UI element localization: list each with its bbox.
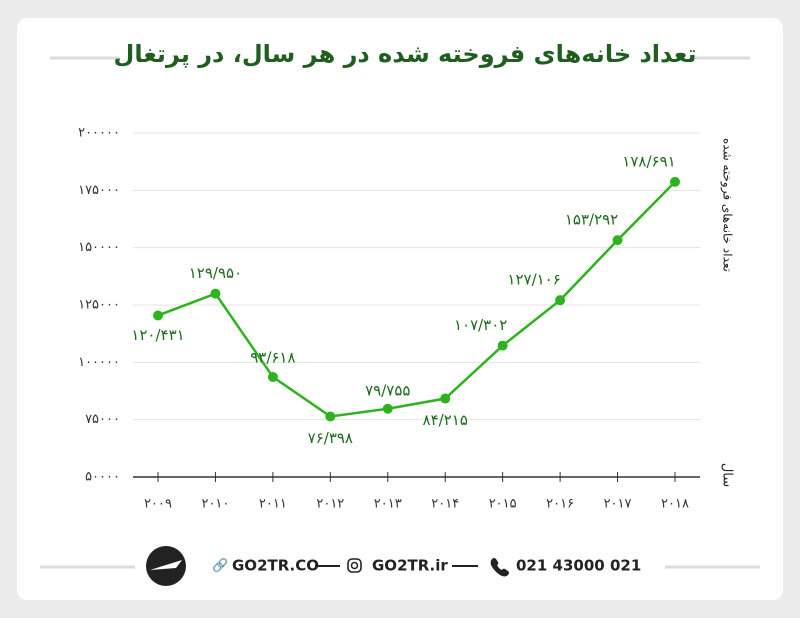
logo-plane [150,560,182,570]
value-label: ۱۷۸/۶۹۱ [622,152,675,170]
point [153,310,163,321]
x-tick-label: ۲۰۱۱ [259,497,287,512]
x-tick-label: ۲۰۱۲ [316,497,344,512]
value-label: ۱۲۰/۴۳۱ [131,326,184,344]
x-tick-label: ۲۰۱۵ [489,497,517,512]
y-tick-label: ۱۰۰۰۰۰ [78,355,120,370]
x-tick-label: ۲۰۱۰ [201,497,229,512]
y-tick-label: ۱۷۵۰۰۰ [78,183,120,198]
value-label: ۹۳/۶۱۸ [250,348,295,366]
x-tick-label: ۲۰۱۴ [431,497,459,512]
value-label: ۸۴/۲۱۵ [423,411,468,429]
phone-icon [490,558,509,577]
point [670,176,680,187]
instagram-icon [350,561,359,570]
website: GO2TR.CO [232,557,319,575]
x-tick-label: ۲۰۱۷ [604,497,632,512]
y-tick-label: ۱۵۰۰۰۰ [78,240,120,255]
y-tick-label: ۷۵۰۰۰ [85,412,120,427]
point [612,235,623,246]
point [555,295,566,306]
x-axis-label: سال [720,463,735,487]
point [267,371,278,382]
x-tick-label: ۲۰۱۶ [546,497,574,512]
point [325,411,336,422]
point [382,403,393,414]
card [17,18,783,600]
value-label: ۱۲۹/۹۵۰ [189,264,242,282]
instagram: GO2TR.ir [372,557,448,575]
value-label: ۱۵۳/۲۹۲ [565,211,618,229]
x-tick-label: ۲۰۱۸ [661,497,689,512]
value-label: ۱۲۷/۱۰۶ [507,271,560,289]
value-label: ۷۶/۳۹۸ [308,429,353,447]
instagram-icon [347,558,362,573]
x-tick-label: ۲۰۱۳ [374,497,402,512]
y-axis-label: تعداد خانه‌های فروخته شده [720,138,735,272]
chart-title: تعداد خانه‌های فروخته شده در هر سال، در … [114,40,697,68]
value-label: ۱۰۷/۳۰۲ [454,316,507,334]
point [497,340,508,351]
x-tick-label: ۲۰۰۹ [144,497,172,512]
y-tick-label: ۲۰۰۰۰۰ [78,126,120,141]
link-icon: 🔗 [212,557,228,574]
point [210,288,221,299]
phone: 021 43000 021 [516,557,641,575]
y-tick-label: ۵۰۰۰۰ [85,470,120,485]
value-label: ۷۹/۷۵۵ [365,381,410,399]
y-tick-label: ۱۲۵۰۰۰ [78,298,120,313]
point [440,393,451,404]
line [157,180,676,418]
